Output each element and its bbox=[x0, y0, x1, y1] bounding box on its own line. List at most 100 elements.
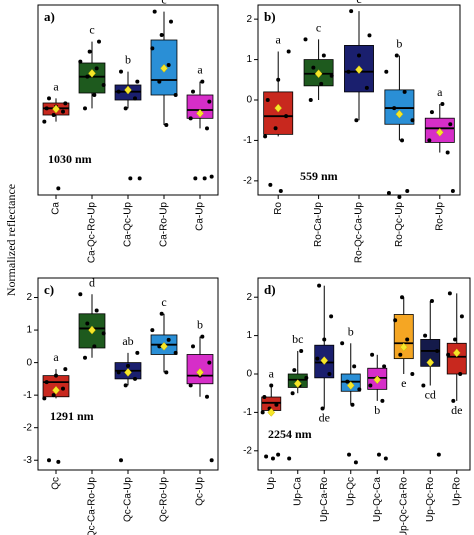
x-tick-label: Ca-Qc-Up bbox=[123, 202, 134, 247]
data-point bbox=[94, 308, 99, 313]
data-point bbox=[453, 337, 458, 342]
x-tick-label: Ca-Up bbox=[195, 202, 206, 231]
data-point bbox=[386, 190, 391, 195]
data-point bbox=[94, 66, 99, 71]
y-tick-label: -2 bbox=[23, 422, 32, 433]
y-tick-label: 1 bbox=[246, 330, 252, 341]
data-point bbox=[445, 150, 450, 155]
data-point bbox=[101, 331, 106, 336]
data-point bbox=[402, 89, 407, 94]
data-point bbox=[87, 49, 92, 54]
y-tick-label: -2 bbox=[243, 445, 252, 456]
data-point bbox=[202, 176, 207, 181]
data-point bbox=[207, 360, 212, 365]
panel-label: b) bbox=[264, 9, 276, 24]
data-point bbox=[410, 372, 415, 376]
x-tick-label: Up-Qc-Ro bbox=[425, 477, 436, 522]
y-tick-label: -2 bbox=[243, 175, 252, 186]
data-point bbox=[311, 65, 316, 70]
data-point bbox=[262, 395, 267, 400]
wavelength-label: 2254 nm bbox=[268, 427, 312, 441]
significance-letter: de bbox=[319, 411, 330, 425]
data-point bbox=[47, 458, 52, 463]
x-tick-label: Ca-Qc-Ro-Up bbox=[87, 202, 98, 264]
data-point bbox=[354, 118, 359, 123]
x-tick-label: Up-Qc bbox=[345, 477, 356, 506]
y-tick-label: 2 bbox=[26, 292, 32, 303]
box bbox=[446, 342, 467, 375]
data-point bbox=[269, 383, 274, 388]
y-tick-label: 0 bbox=[246, 95, 252, 106]
data-point bbox=[157, 79, 162, 84]
data-point bbox=[393, 318, 398, 323]
data-point bbox=[367, 33, 372, 38]
data-point bbox=[135, 350, 140, 355]
data-point bbox=[173, 93, 178, 97]
data-point bbox=[137, 176, 142, 181]
y-tick-label: -3 bbox=[23, 455, 32, 466]
mean-marker bbox=[373, 375, 382, 385]
y-tick-label: -1 bbox=[243, 407, 252, 418]
data-point bbox=[132, 96, 137, 101]
mean-marker bbox=[160, 63, 168, 73]
x-tick-label: Ca bbox=[51, 202, 62, 215]
data-point bbox=[268, 182, 273, 187]
data-point bbox=[85, 321, 90, 326]
significance-letter: a bbox=[53, 350, 59, 364]
box bbox=[384, 89, 415, 125]
data-point bbox=[357, 387, 362, 392]
data-point bbox=[398, 352, 403, 357]
data-point bbox=[405, 188, 410, 193]
data-point bbox=[429, 110, 434, 115]
data-point bbox=[321, 53, 326, 58]
data-point bbox=[159, 311, 164, 316]
data-point bbox=[56, 459, 61, 464]
mean-marker bbox=[124, 85, 132, 95]
x-tick-label: Qc bbox=[51, 477, 62, 490]
data-point bbox=[299, 348, 304, 353]
mean-marker bbox=[196, 367, 204, 377]
data-point bbox=[60, 386, 65, 391]
data-point bbox=[116, 370, 121, 375]
x-tick-label: Ro-Ca-Up bbox=[313, 202, 324, 247]
y-tick-label: -1 bbox=[243, 135, 252, 146]
data-point bbox=[60, 109, 65, 114]
data-point bbox=[440, 102, 445, 107]
data-point bbox=[315, 356, 320, 361]
significance-letter: a bbox=[197, 63, 203, 77]
data-point bbox=[44, 380, 49, 385]
panel-label: d) bbox=[264, 282, 276, 297]
x-tick-label: Up-Qc-Ca bbox=[372, 477, 383, 522]
significance-letter: b bbox=[374, 403, 380, 417]
data-point bbox=[157, 344, 162, 349]
mean-marker bbox=[267, 408, 276, 417]
data-point bbox=[44, 106, 49, 111]
data-point bbox=[340, 341, 345, 346]
data-point bbox=[347, 452, 352, 457]
x-tick-label: Ro-Qc-Up bbox=[394, 202, 405, 247]
data-point bbox=[188, 116, 193, 121]
box bbox=[393, 314, 414, 360]
significance-letter: d bbox=[89, 275, 95, 289]
data-point bbox=[317, 283, 322, 288]
data-point bbox=[164, 123, 169, 127]
data-point bbox=[290, 391, 295, 396]
data-point bbox=[42, 396, 47, 401]
data-point bbox=[204, 126, 209, 131]
y-tick-label: -1 bbox=[23, 390, 32, 401]
data-point bbox=[327, 372, 332, 376]
data-point bbox=[63, 367, 68, 372]
significance-letter: c bbox=[161, 295, 166, 309]
data-point bbox=[292, 368, 297, 373]
data-point bbox=[260, 410, 265, 415]
data-point bbox=[188, 383, 193, 388]
x-tick-label: Qc-Ca-Up bbox=[123, 477, 134, 522]
panel-label: c) bbox=[44, 282, 54, 297]
data-point bbox=[273, 126, 278, 131]
data-point bbox=[427, 138, 432, 143]
data-point bbox=[96, 39, 101, 44]
mean-marker bbox=[346, 381, 355, 390]
wavelength-label: 1291 nm bbox=[50, 409, 94, 423]
y-tick-label: 0 bbox=[26, 357, 32, 368]
x-tick-label: Up-Ca-Ro bbox=[319, 477, 330, 522]
